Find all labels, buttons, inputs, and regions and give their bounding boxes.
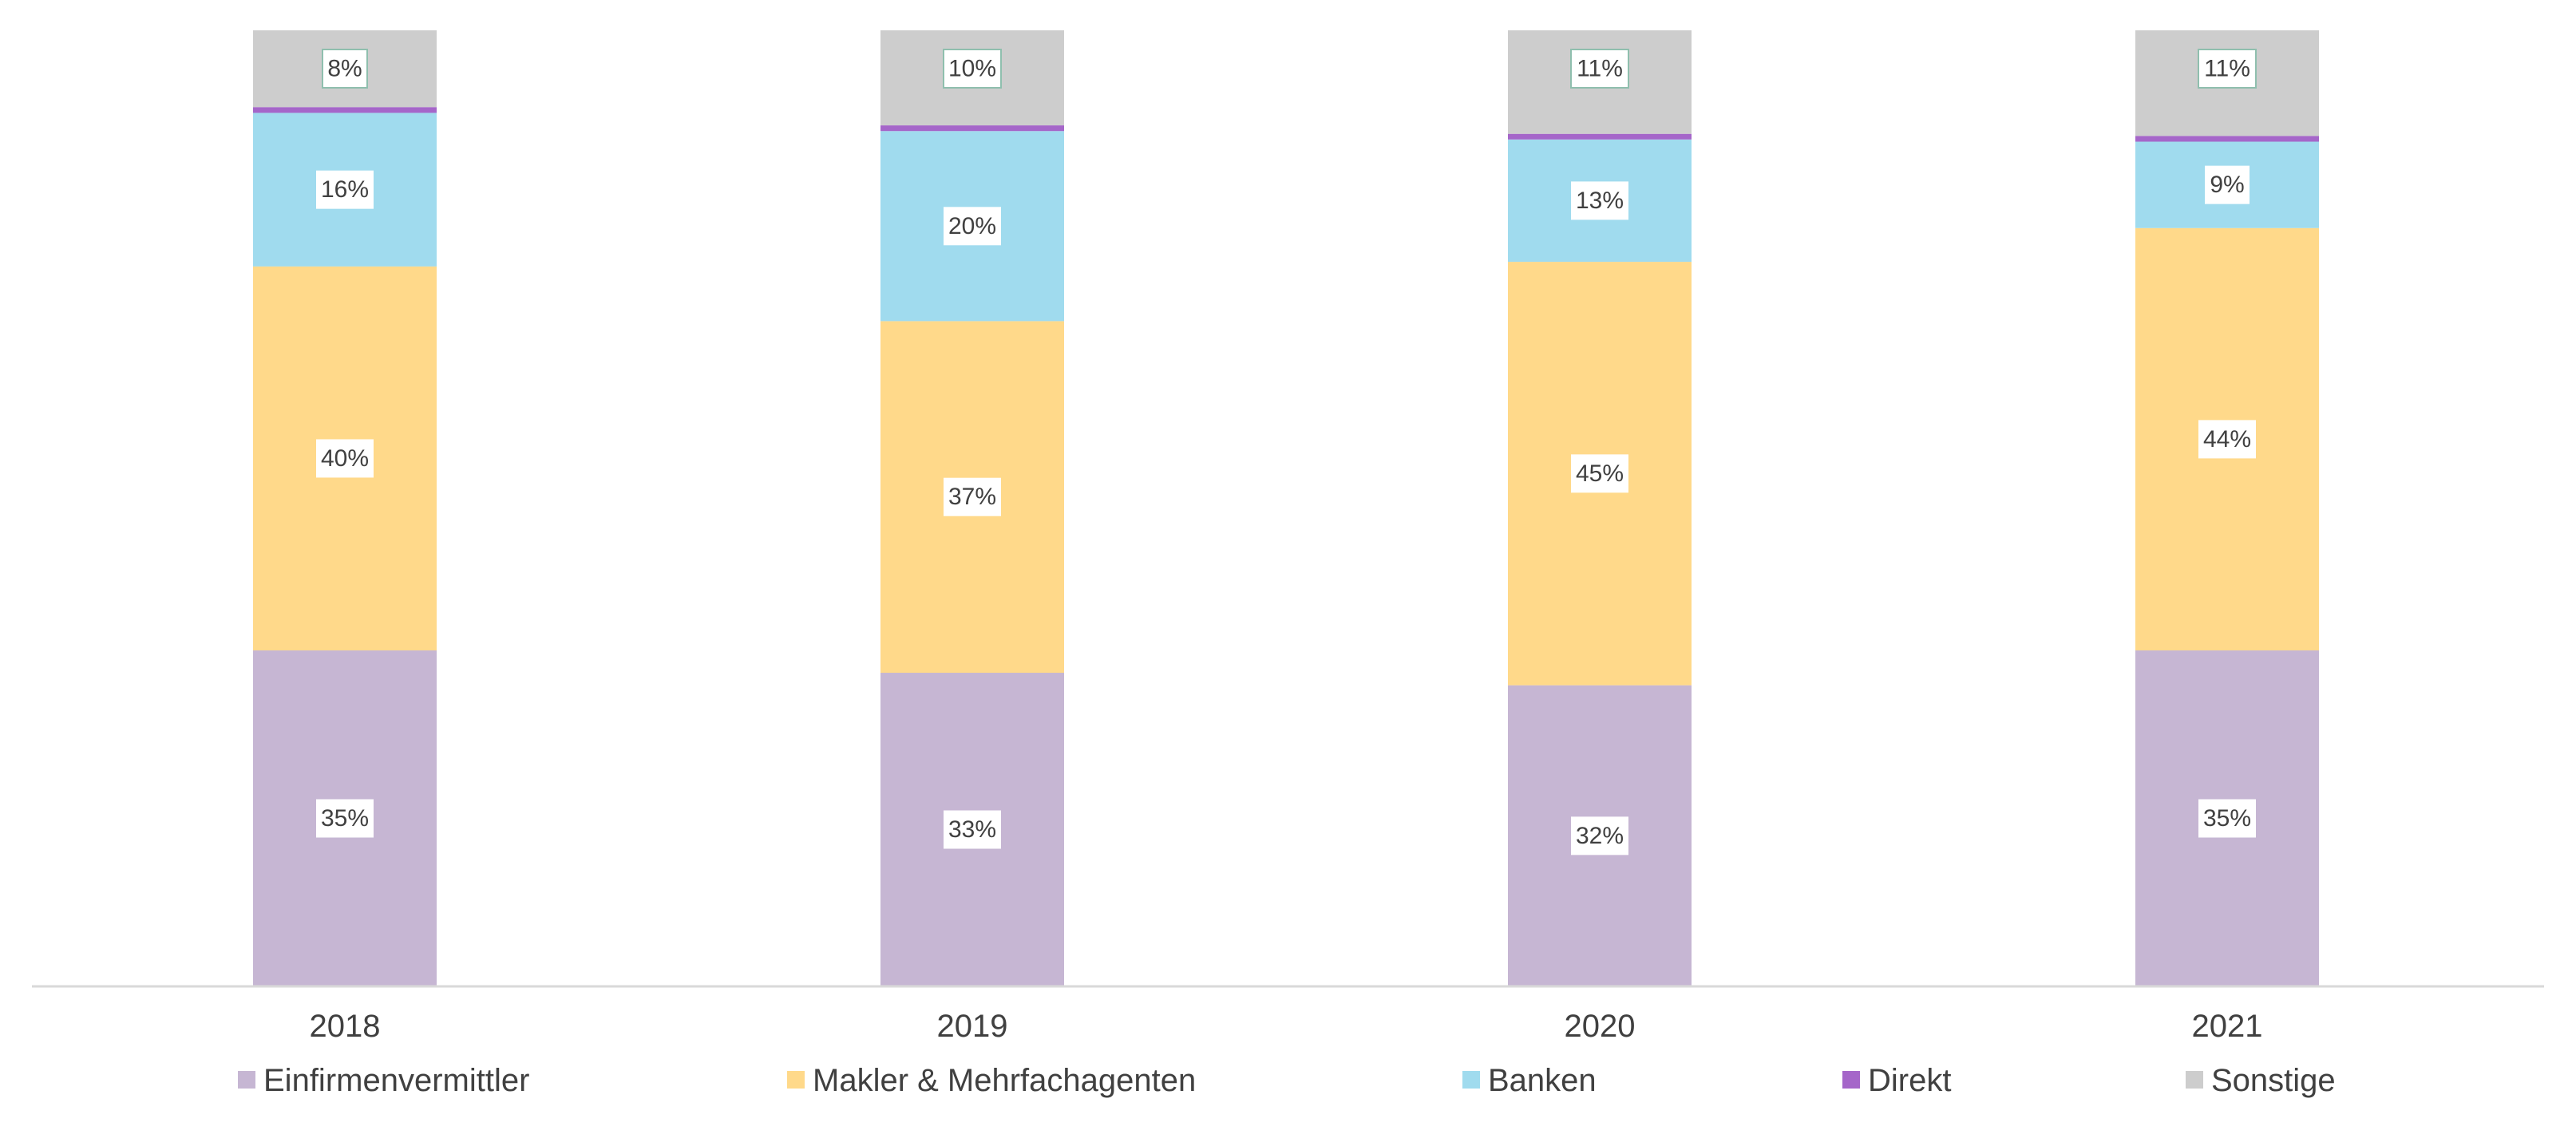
data-label-text: 10%	[948, 56, 996, 82]
data-label-box	[1571, 454, 1628, 493]
data-label-banken-2020: 13%	[1571, 181, 1628, 220]
data-label-text: 40%	[321, 445, 369, 472]
data-label-text: 37%	[948, 484, 996, 510]
bar-segment-direkt-2020	[1508, 133, 1692, 140]
data-label-box	[316, 799, 374, 838]
data-label-einfirmenvermittler-2018: 35%	[316, 799, 374, 838]
data-label-banken-2021: 9%	[2205, 165, 2250, 204]
data-label-box	[316, 170, 374, 209]
data-label-text: 45%	[1576, 460, 1624, 487]
legend-swatch	[2186, 1071, 2203, 1089]
data-label-box	[316, 439, 374, 478]
data-label-text: 8%	[327, 56, 362, 82]
data-label-box	[944, 810, 1001, 849]
x-axis-tick-labels: 2018 2019 2020 2021	[310, 1009, 2263, 1044]
data-label-text: 44%	[2203, 426, 2251, 452]
bars-group	[253, 30, 2319, 986]
data-label-sonstige-2021: 11%	[2198, 49, 2257, 89]
data-label-box	[944, 207, 1001, 246]
data-label-box	[1570, 49, 1629, 89]
data-label-banken-2019: 20%	[944, 207, 1001, 246]
legend-label: Einfirmenvermittler	[263, 1063, 529, 1098]
bar-segment-direkt-2018	[253, 107, 437, 113]
data-label-text: 32%	[1576, 823, 1624, 849]
data-label-box	[1571, 816, 1628, 855]
data-label-einfirmenvermittler-2020: 32%	[1571, 816, 1628, 855]
legend-item-einfirmenvermittler: Einfirmenvermittler	[238, 1063, 529, 1098]
data-label-box	[2198, 799, 2256, 838]
data-label-einfirmenvermittler-2021: 35%	[2198, 799, 2256, 838]
legend-swatch	[787, 1071, 805, 1089]
legend-item-direkt: Direkt	[1842, 1063, 1951, 1098]
x-tick-label-2018: 2018	[310, 1009, 381, 1044]
data-label-text: 13%	[1576, 188, 1624, 214]
legend-swatch	[238, 1071, 255, 1089]
data-labels-group: 35% 40% 16% 8% 33% 37% 20% 10% 32% 45% 13% 11% 35% 44…	[316, 49, 2257, 855]
data-label-einfirmenvermittler-2019: 33%	[944, 810, 1001, 849]
data-label-makler-and-mehrfachagenten-2019: 37%	[944, 477, 1001, 516]
data-label-text: 35%	[321, 805, 369, 832]
data-label-box	[2205, 165, 2250, 204]
data-label-box	[1571, 181, 1628, 220]
data-label-sonstige-2018: 8%	[322, 49, 368, 89]
legend-swatch	[1462, 1071, 1480, 1089]
data-label-text: 11%	[2204, 56, 2250, 82]
legend: Einfirmenvermittler Makler & Mehrfachagen…	[238, 1063, 2336, 1098]
data-label-text: 11%	[1577, 56, 1623, 82]
data-label-sonstige-2019: 10%	[943, 49, 1002, 89]
data-label-text: 9%	[2210, 172, 2244, 198]
data-label-box	[943, 49, 1002, 89]
data-label-banken-2018: 16%	[316, 170, 374, 209]
data-label-box	[322, 49, 368, 89]
legend-swatch	[1842, 1071, 1860, 1089]
data-label-makler-and-mehrfachagenten-2020: 45%	[1571, 454, 1628, 493]
legend-item-banken: Banken	[1462, 1063, 1597, 1098]
data-label-makler-and-mehrfachagenten-2021: 44%	[2198, 420, 2256, 459]
legend-label: Makler & Mehrfachagenten	[813, 1063, 1196, 1098]
data-label-text: 33%	[948, 816, 996, 843]
x-tick-label-2019: 2019	[937, 1009, 1008, 1044]
legend-item-makler-and-mehrfachagenten: Makler & Mehrfachagenten	[787, 1063, 1196, 1098]
data-label-sonstige-2020: 11%	[1570, 49, 1629, 89]
x-tick-label-2021: 2021	[2192, 1009, 2263, 1044]
data-label-box	[2198, 49, 2257, 89]
legend-label: Sonstige	[2211, 1063, 2336, 1098]
legend-label: Banken	[1488, 1063, 1597, 1098]
data-label-box	[944, 477, 1001, 516]
bar-segment-direkt-2021	[2135, 136, 2319, 142]
x-tick-label-2020: 2020	[1565, 1009, 1636, 1044]
legend-item-sonstige: Sonstige	[2186, 1063, 2336, 1098]
data-label-box	[2198, 420, 2256, 459]
data-label-makler-and-mehrfachagenten-2018: 40%	[316, 439, 374, 478]
legend-label: Direkt	[1868, 1063, 1951, 1098]
data-label-text: 35%	[2203, 805, 2251, 832]
bar-segment-direkt-2019	[880, 125, 1064, 132]
data-label-text: 16%	[321, 176, 369, 203]
data-label-text: 20%	[948, 213, 996, 239]
